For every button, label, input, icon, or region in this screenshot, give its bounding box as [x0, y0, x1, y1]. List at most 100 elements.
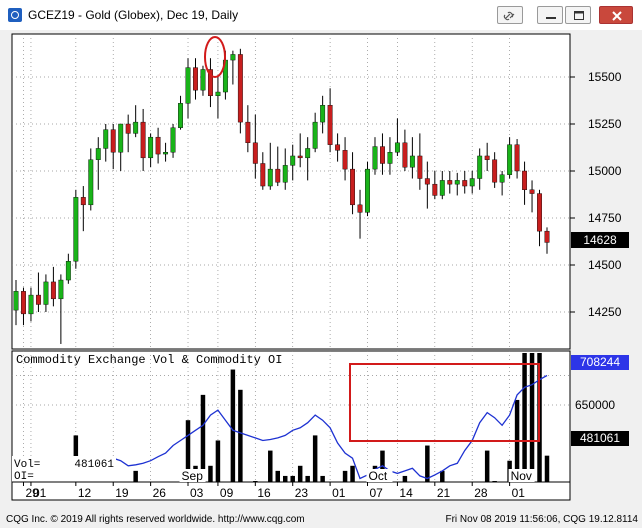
volume-bar: [522, 353, 527, 482]
candle: [282, 165, 288, 183]
day-label: 14: [399, 486, 413, 500]
high-highlight-circle: [204, 36, 226, 78]
candle: [245, 121, 251, 144]
candle: [133, 121, 139, 134]
candle: [544, 230, 550, 243]
day-label: 29: [25, 486, 39, 500]
candle: [95, 148, 101, 160]
minimize-button[interactable]: [537, 6, 563, 24]
candle: [372, 146, 378, 170]
candle: [327, 104, 333, 145]
volume-bar: [350, 465, 355, 482]
candle: [290, 155, 296, 166]
volume-bar: [320, 475, 325, 482]
volume-panel-title: Commodity Exchange Vol & Commodity OI: [16, 353, 282, 367]
candle: [170, 127, 176, 153]
title-bar: GCEZ19 - Gold (Globex), Dec 19, Daily: [0, 0, 642, 31]
day-label: 28: [474, 486, 488, 500]
candle: [163, 151, 169, 155]
candle: [252, 142, 258, 164]
last-price-marker: 14628: [571, 232, 629, 248]
candle: [387, 151, 393, 164]
volume-bar: [342, 470, 348, 482]
day-label: 12: [78, 486, 92, 500]
status-bar: CQG Inc. © 2019 All rights reserved worl…: [0, 512, 642, 528]
oi-value-label: 708244: [580, 355, 620, 369]
candle: [50, 281, 56, 300]
candle: [43, 281, 49, 305]
candle: [80, 197, 86, 206]
timestamp-text: Fri Nov 08 2019 11:56:06, CQG 19.12.8114: [445, 514, 638, 525]
month-label-bg: [366, 469, 393, 482]
candle: [380, 146, 385, 164]
candle: [110, 129, 116, 153]
candle: [73, 197, 79, 262]
candle: [125, 123, 131, 134]
volume-bar: [305, 475, 310, 482]
candle: [537, 193, 542, 232]
candle: [21, 291, 26, 315]
candle: [492, 159, 498, 183]
volume-bar: [200, 394, 206, 482]
candle: [342, 150, 348, 170]
vol-caption-box: Vol= 481061 OI=: [12, 456, 116, 483]
candle: [357, 204, 363, 213]
volume-bar: [425, 445, 430, 482]
candle: [118, 123, 124, 153]
candle: [469, 178, 475, 187]
price-tick-label: 14750: [588, 211, 622, 225]
day-label: 07: [370, 486, 384, 500]
candles: [13, 48, 550, 344]
day-label: 01: [332, 486, 346, 500]
price-axis: 15500 15250 15000 14750 14500 14250: [570, 70, 622, 319]
candle: [35, 294, 41, 305]
candle: [514, 144, 520, 172]
volume-bar: [238, 389, 243, 482]
volume-bar: [290, 475, 295, 482]
candle: [365, 168, 370, 213]
vol-value-label: 481061: [580, 431, 620, 445]
candle: [409, 155, 415, 168]
price-tick-label: 15000: [588, 164, 622, 178]
chart-area[interactable]: 15500 15250 15000 14750 14500 14250 14628 Com…: [0, 30, 642, 512]
day-label: 03: [190, 486, 204, 500]
candle: [185, 67, 191, 104]
volume-bar: [275, 470, 281, 482]
candle: [230, 54, 236, 61]
volume-bar: [215, 440, 221, 482]
maximize-button[interactable]: [565, 6, 591, 24]
candle: [350, 168, 355, 206]
day-label: 09: [220, 486, 234, 500]
candle: [148, 136, 154, 159]
volume-bar: [312, 435, 318, 482]
month-label: Sep: [182, 469, 204, 483]
last-price-label: 14628: [583, 233, 617, 247]
candle: [193, 67, 198, 91]
day-label: 23: [295, 486, 309, 500]
price-tick-label: 14250: [588, 305, 622, 319]
candle: [335, 144, 341, 151]
candle: [447, 180, 453, 185]
price-panel: [11, 33, 571, 350]
day-label: 01: [512, 486, 526, 500]
volume-bar: [208, 465, 213, 482]
close-icon: [612, 11, 622, 21]
candle: [28, 294, 34, 315]
day-label: 01: [33, 486, 47, 500]
candle: [522, 170, 528, 190]
candle: [155, 136, 161, 155]
month-label: Oct: [369, 469, 388, 483]
link-button[interactable]: [497, 6, 523, 24]
volume-bar: [268, 450, 273, 482]
copyright-text: CQG Inc. © 2019 All rights reserved worl…: [6, 514, 305, 525]
candle: [305, 148, 311, 159]
price-tick-label: 15500: [588, 70, 622, 84]
candle: [402, 142, 408, 168]
cqg-app-icon: [8, 8, 22, 22]
candle: [462, 180, 468, 187]
oi-caption: OI=: [14, 471, 34, 483]
volume-bar: [529, 353, 535, 482]
day-label: 26: [153, 486, 167, 500]
close-button[interactable]: [599, 6, 633, 24]
